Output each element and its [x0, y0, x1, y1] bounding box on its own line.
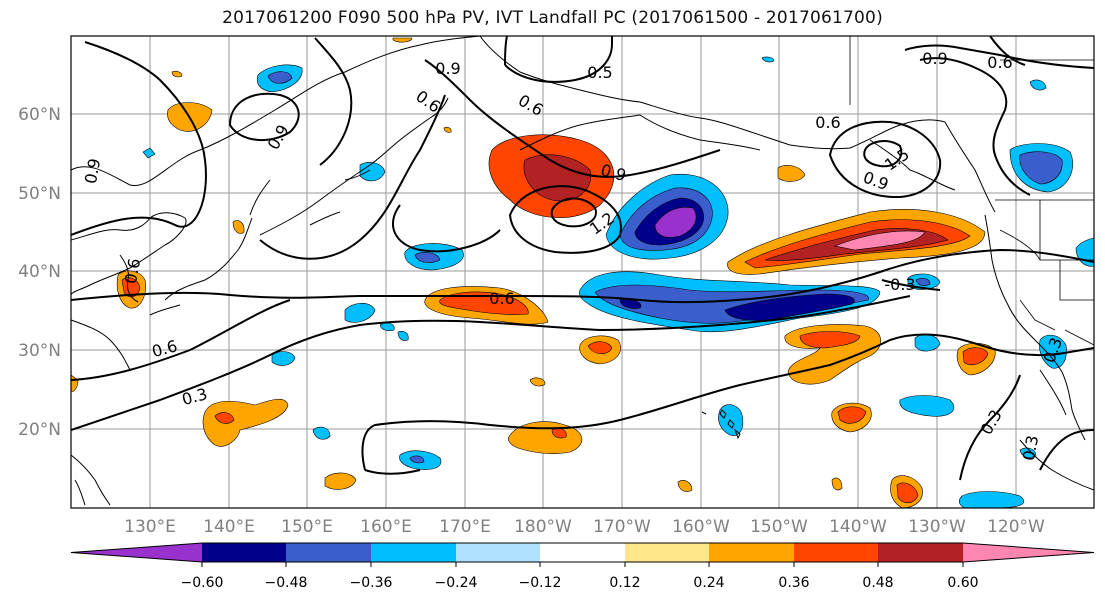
contour-label: 0.3 — [180, 384, 210, 409]
contour-label: 0.6 — [121, 257, 144, 285]
map-frame — [70, 35, 1095, 509]
lon-label: 140°W — [829, 517, 887, 537]
colorbar-tick-label: 0.36 — [778, 575, 809, 591]
lon-label: 120°W — [987, 517, 1045, 537]
colorbar-segment — [456, 543, 540, 562]
colorbar-ticks: −0.60 −0.48 −0.36 −0.24 −0.12 0.12 0.24 … — [181, 575, 979, 591]
colorbar-tick-label: 0.48 — [862, 575, 893, 591]
colorbar-segment — [71, 543, 202, 562]
colorbar-segment — [709, 543, 794, 562]
shaded-anomalies — [71, 37, 1094, 508]
contour-label: 0.5 — [587, 63, 612, 82]
colorbar-segment — [540, 543, 625, 562]
colorbar-tick-label: −0.12 — [519, 575, 562, 591]
colorbar-segment — [963, 543, 1094, 562]
contour-label: 0.6 — [150, 336, 180, 361]
contour-label: 0.6 — [412, 86, 444, 116]
lon-label: 160°E — [360, 517, 412, 537]
lon-label: 130°E — [124, 517, 176, 537]
map-title: 2017061200 F090 500 hPa PV, IVT Landfall… — [222, 8, 883, 28]
lon-label: 160°W — [672, 517, 730, 537]
coastlines — [71, 36, 1094, 506]
lon-label: 170°E — [439, 517, 491, 537]
colorbar-segment — [202, 543, 286, 562]
contour-label: 0.9 — [81, 157, 104, 185]
contour-label: 0.6 — [987, 53, 1012, 72]
borders — [849, 36, 1094, 346]
contour-label: -0.3 — [884, 275, 915, 294]
contour-label: 0.3 — [1019, 434, 1042, 462]
lat-label: 60°N — [18, 105, 61, 125]
colorbar-tick-label: −0.48 — [265, 575, 308, 591]
lon-label: 180°W — [514, 517, 572, 537]
contour-label: 0.9 — [861, 168, 891, 195]
contour-label: 0.6 — [489, 289, 514, 308]
lat-label: 40°N — [18, 262, 61, 282]
lat-label: 50°N — [18, 184, 61, 204]
colorbar-tick-label: −0.24 — [435, 575, 478, 591]
colorbar-segment — [794, 543, 878, 562]
colorbar-tick-label: 0.60 — [947, 575, 978, 591]
contour-label: 0.9 — [264, 121, 293, 153]
contour-label: 0.6 — [815, 113, 840, 132]
colorbar-tick-label: 0.24 — [693, 575, 724, 591]
colorbar-segment — [371, 543, 456, 562]
colorbar-segment — [286, 543, 371, 562]
lat-label: 30°N — [18, 341, 61, 361]
contour-label: 1.5 — [881, 144, 913, 174]
colorbar-tick-label: −0.36 — [350, 575, 393, 591]
colorbar-segment — [625, 543, 709, 562]
colorbar — [70, 542, 1095, 567]
lon-label: 130°W — [908, 517, 966, 537]
lon-label: 150°E — [281, 517, 333, 537]
contour-label: 0.3 — [977, 406, 1006, 438]
lon-label: 170°W — [593, 517, 651, 537]
contour-label: 0.9 — [922, 49, 947, 68]
longitude-labels: 130°E 140°E 150°E 160°E 170°E 180°W 170°… — [124, 517, 1045, 537]
contour-label: 0.6 — [515, 91, 547, 120]
lon-label: 140°E — [203, 517, 255, 537]
contour-label: 0.9 — [435, 59, 460, 78]
lat-label: 20°N — [18, 420, 61, 440]
colorbar-tick-label: 0.12 — [609, 575, 640, 591]
colorbar-segment — [878, 543, 963, 562]
latitude-labels: 60°N 50°N 40°N 30°N 20°N — [18, 105, 61, 440]
pv-contours — [71, 36, 1094, 481]
colorbar-tick-label: −0.60 — [181, 575, 224, 591]
lon-label: 150°W — [750, 517, 808, 537]
